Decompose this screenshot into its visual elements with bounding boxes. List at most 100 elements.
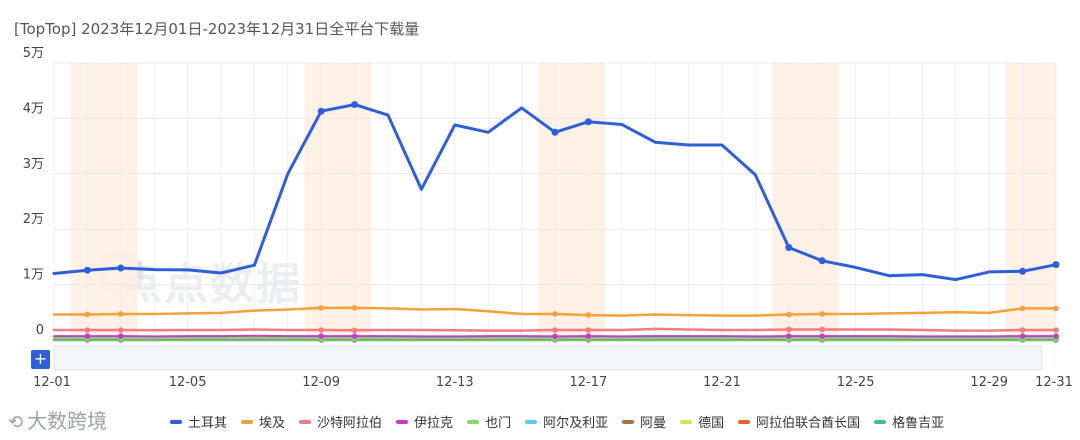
legend-swatch — [622, 419, 635, 424]
x-tick-label: 12-01 — [33, 375, 71, 390]
data-point — [785, 243, 793, 251]
legend-swatch — [299, 419, 312, 424]
legend-swatch — [525, 419, 538, 424]
data-point — [83, 266, 91, 274]
data-point — [786, 333, 792, 339]
y-tick-label: 3万 — [23, 157, 44, 172]
x-tick-label: 12-29 — [970, 375, 1008, 390]
highlight-bands — [70, 63, 1056, 340]
data-point — [552, 327, 558, 333]
legend-swatch — [467, 419, 480, 424]
y-tick-label: 4万 — [23, 101, 44, 116]
weekend-band — [304, 63, 372, 340]
data-point — [1019, 333, 1026, 339]
data-point — [351, 327, 358, 334]
y-tick-label: 2万 — [23, 212, 44, 227]
legend-swatch — [680, 419, 693, 424]
data-point — [584, 118, 592, 126]
grid-lines — [53, 62, 1057, 341]
data-point — [84, 311, 91, 318]
data-point — [786, 311, 792, 318]
x-tick-label: 12-21 — [703, 375, 741, 390]
legend-swatch — [874, 419, 887, 424]
brand-icon: ⟲ — [8, 412, 24, 433]
legend-label: 格鲁吉亚 — [892, 416, 945, 431]
data-point — [84, 327, 91, 333]
legend-item[interactable]: 沙特阿拉伯 — [299, 412, 382, 431]
x-tick-label: 12-25 — [837, 375, 875, 390]
legend-label: 阿尔及利亚 — [543, 416, 609, 431]
data-point — [317, 107, 325, 115]
data-point — [585, 327, 592, 333]
legend-label: 阿拉伯联合酋长国 — [756, 416, 861, 431]
x-tick-label: 12-31 — [1035, 375, 1073, 390]
legend-item[interactable]: 阿拉伯联合酋长国 — [738, 412, 860, 431]
weekend-band — [1005, 63, 1056, 340]
legend-label: 阿曼 — [640, 416, 667, 431]
data-point — [819, 333, 825, 339]
weekend-band — [538, 63, 606, 340]
legend-label: 德国 — [698, 416, 725, 431]
legend-item[interactable]: 埃及 — [241, 412, 285, 431]
x-tick-label: 12-13 — [436, 375, 474, 390]
data-point — [351, 305, 358, 311]
data-point — [118, 333, 124, 339]
data-point — [786, 326, 792, 333]
x-tick-label: 12-05 — [169, 375, 207, 390]
legend-label: 也门 — [485, 416, 512, 431]
data-point — [84, 333, 91, 339]
legend-label: 埃及 — [259, 416, 286, 431]
data-point — [1053, 333, 1059, 339]
y-tick-label: 0 — [36, 323, 44, 338]
legend-label: 沙特阿拉伯 — [317, 416, 383, 431]
zoom-slider-track[interactable] — [53, 345, 1043, 371]
legend-swatch — [241, 419, 254, 424]
zoom-slider[interactable] — [53, 345, 1043, 371]
brand-logo: ⟲ 大数跨境 — [8, 405, 107, 434]
weekend-band — [772, 63, 839, 340]
legend-swatch — [396, 419, 409, 424]
y-tick-label: 1万 — [23, 268, 44, 283]
weekend-band — [70, 63, 138, 340]
legend-item[interactable]: 德国 — [680, 412, 724, 431]
data-point — [1052, 261, 1060, 269]
data-point — [318, 327, 325, 333]
legend-label: 伊拉克 — [414, 416, 454, 431]
legend-swatch — [738, 419, 751, 424]
legend-item[interactable]: 阿曼 — [622, 412, 666, 431]
data-point — [1019, 305, 1026, 312]
x-tick-label: 12-09 — [302, 375, 340, 390]
data-point — [1053, 305, 1059, 312]
legend-item[interactable]: 土耳其 — [170, 412, 227, 431]
data-point — [1019, 267, 1027, 275]
data-point — [318, 333, 325, 339]
chart-title: [TopTop] 2023年12月01日-2023年12月31日全平台下载量 — [14, 20, 420, 38]
brand-label: 大数跨境 — [27, 409, 108, 433]
x-axis-ticks: 12-01 12-05 12-09 12-13 12-17 12-21 12-25 12-29… — [33, 375, 1073, 390]
legend-item[interactable]: 伊拉克 — [396, 412, 453, 431]
chart-legend: 土耳其 埃及 沙特阿拉伯 伊拉克 也门 阿尔及利亚 阿曼 德国 阿拉伯联合酋长国 格鲁吉亚 — [170, 412, 944, 431]
data-point — [351, 333, 358, 339]
data-point — [318, 305, 325, 311]
data-point — [551, 128, 559, 136]
legend-item[interactable]: 阿尔及利亚 — [525, 412, 608, 431]
x-tick-label: 12-17 — [570, 375, 608, 390]
legend-item[interactable]: 格鲁吉亚 — [874, 412, 944, 431]
data-point — [1019, 327, 1026, 333]
data-point — [585, 312, 592, 318]
zoom-reset-button[interactable]: + — [31, 350, 50, 369]
data-point — [818, 257, 826, 265]
data-point — [118, 327, 124, 333]
data-point — [819, 326, 825, 333]
data-point — [118, 311, 124, 317]
legend-label: 土耳其 — [188, 416, 228, 431]
data-point — [351, 101, 359, 109]
legend-item[interactable]: 也门 — [467, 412, 511, 431]
data-point — [819, 311, 825, 317]
data-point — [552, 333, 558, 340]
legend-swatch — [170, 419, 182, 424]
data-point — [117, 264, 125, 272]
data-point — [552, 311, 558, 317]
data-point — [1053, 327, 1059, 333]
